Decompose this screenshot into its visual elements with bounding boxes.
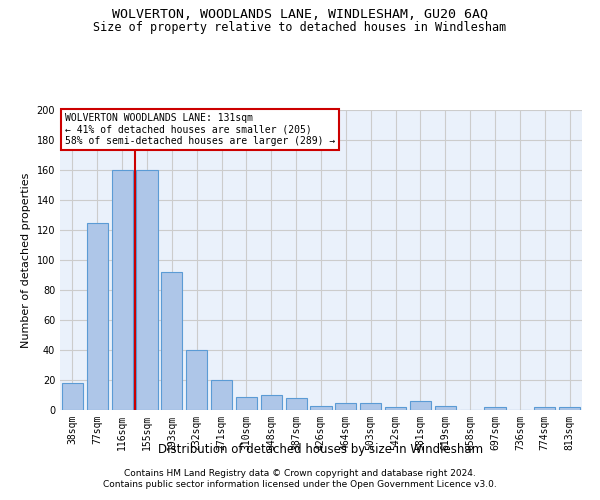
Bar bbox=[112, 170, 133, 410]
Bar bbox=[435, 406, 456, 410]
Bar bbox=[335, 402, 356, 410]
Y-axis label: Number of detached properties: Number of detached properties bbox=[21, 172, 31, 348]
Bar bbox=[211, 380, 232, 410]
Bar bbox=[310, 406, 332, 410]
Text: WOLVERTON, WOODLANDS LANE, WINDLESHAM, GU20 6AQ: WOLVERTON, WOODLANDS LANE, WINDLESHAM, G… bbox=[112, 8, 488, 20]
Bar bbox=[385, 407, 406, 410]
Bar bbox=[87, 222, 108, 410]
Bar bbox=[62, 383, 83, 410]
Bar bbox=[410, 401, 431, 410]
Bar bbox=[236, 396, 257, 410]
Bar bbox=[261, 395, 282, 410]
Bar bbox=[360, 402, 381, 410]
Text: Distribution of detached houses by size in Windlesham: Distribution of detached houses by size … bbox=[158, 442, 484, 456]
Bar bbox=[136, 170, 158, 410]
Bar bbox=[484, 407, 506, 410]
Bar bbox=[186, 350, 207, 410]
Text: Size of property relative to detached houses in Windlesham: Size of property relative to detached ho… bbox=[94, 21, 506, 34]
Bar bbox=[286, 398, 307, 410]
Text: Contains public sector information licensed under the Open Government Licence v3: Contains public sector information licen… bbox=[103, 480, 497, 489]
Bar bbox=[534, 407, 555, 410]
Text: Contains HM Land Registry data © Crown copyright and database right 2024.: Contains HM Land Registry data © Crown c… bbox=[124, 468, 476, 477]
Bar bbox=[161, 272, 182, 410]
Bar bbox=[559, 407, 580, 410]
Text: WOLVERTON WOODLANDS LANE: 131sqm
← 41% of detached houses are smaller (205)
58% : WOLVERTON WOODLANDS LANE: 131sqm ← 41% o… bbox=[65, 113, 335, 146]
